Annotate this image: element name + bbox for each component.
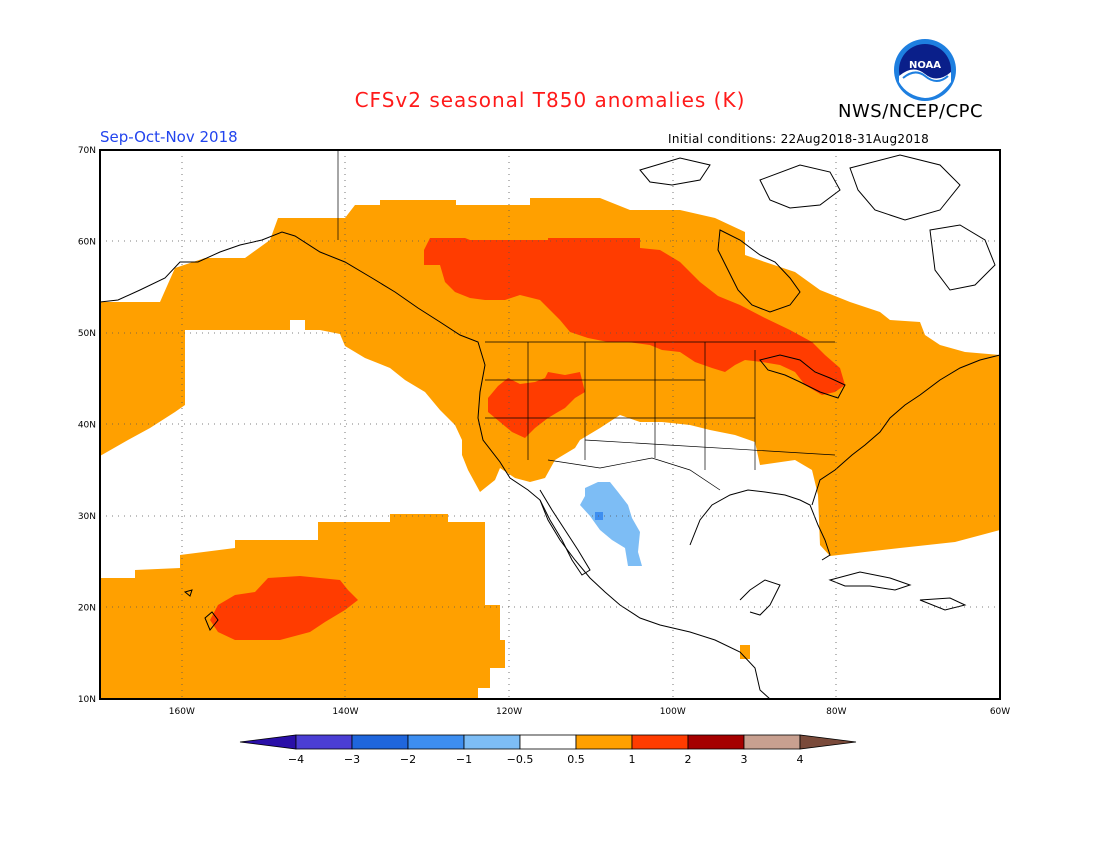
colorbar-label: −2 (400, 753, 416, 766)
longitude-labels: 160W 140W 120W 100W 80W 60W (169, 707, 1010, 717)
colorbar-label: 4 (797, 753, 804, 766)
colorbar-swatch (575, 734, 633, 750)
lon-label: 140W (332, 707, 358, 717)
lon-label: 160W (169, 707, 195, 717)
noaa-logo: NOAA (894, 39, 956, 101)
colorbar-label: −0.5 (507, 753, 534, 766)
graticule (100, 150, 1000, 699)
colorbar-label: 3 (741, 753, 748, 766)
latitude-labels: 10N 20N 30N 40N 50N 60N 70N (78, 146, 96, 705)
colorbar-label: −4 (288, 753, 304, 766)
lat-label: 10N (78, 695, 96, 705)
map-frame (99, 149, 1001, 700)
lon-label: 100W (660, 707, 686, 717)
colorbar-swatch (351, 734, 409, 750)
lon-label: 80W (826, 707, 846, 717)
colorbar-swatch (407, 734, 465, 750)
lat-label: 40N (78, 421, 96, 431)
colorbar-arrow-high (799, 734, 857, 750)
political-borders (337, 150, 836, 491)
colorbar-arrow-low (239, 734, 297, 750)
colorbar-label: 2 (685, 753, 692, 766)
colorbar-swatch (463, 734, 521, 750)
colorbar-swatch (631, 734, 689, 750)
colorbar-swatch (519, 734, 577, 750)
coastlines (100, 154, 1000, 699)
colorbar-label: −3 (344, 753, 360, 766)
colorbar-swatch (743, 734, 801, 750)
colorbar-swatch (687, 734, 745, 750)
svg-text:NOAA: NOAA (909, 60, 941, 71)
season-label: Sep-Oct-Nov 2018 (100, 128, 238, 146)
colorbar-label: −1 (456, 753, 472, 766)
lon-label: 120W (496, 707, 522, 717)
lat-label: 30N (78, 512, 96, 522)
anomaly-region-neg-0.5-1 (580, 482, 642, 566)
lat-label: 50N (78, 329, 96, 339)
lon-label: 60W (990, 707, 1010, 717)
colorbar-label: 1 (629, 753, 636, 766)
colorbar: −4 −3 −2 −1 −0.5 0.5 1 2 3 4 (239, 734, 857, 766)
colorbar-swatch (295, 734, 353, 750)
colorbar-label: 0.5 (567, 753, 585, 766)
lat-label: 70N (78, 146, 96, 156)
initial-conditions-label: Initial conditions: 22Aug2018-31Aug2018 (668, 132, 930, 146)
lat-label: 60N (78, 238, 96, 248)
anomaly-field (100, 150, 1000, 699)
agency-label: NWS/NCEP/CPC (838, 101, 984, 122)
lat-label: 20N (78, 604, 96, 614)
map-title: CFSv2 seasonal T850 anomalies (K) (354, 88, 746, 112)
anomaly-region-1-2 (210, 238, 845, 640)
